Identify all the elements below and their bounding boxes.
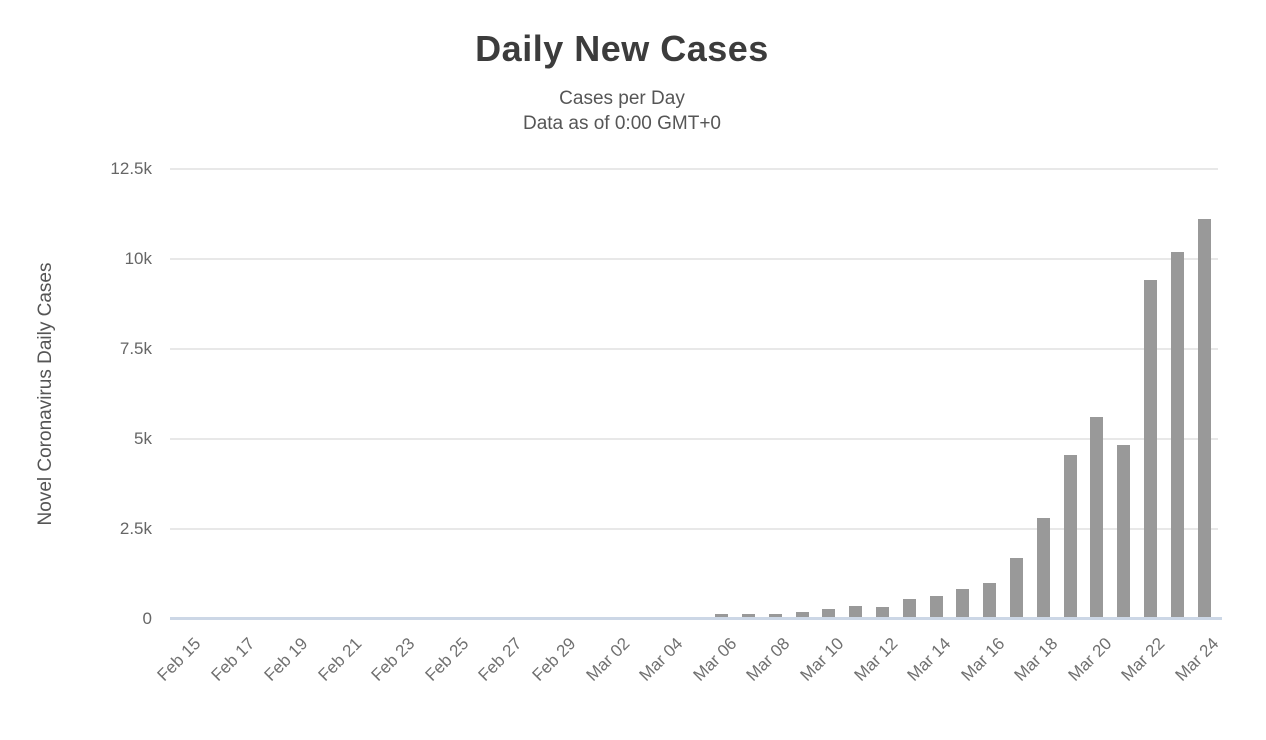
x-tick-label: Feb 21 — [314, 634, 366, 685]
x-axis-line — [170, 617, 1222, 620]
x-tick-label: Mar 24 — [1171, 634, 1223, 685]
x-tick-label: Feb 29 — [528, 634, 580, 685]
y-tick-label: 12.5k — [110, 159, 152, 178]
x-tick-label: Mar 14 — [903, 634, 955, 685]
bar-mar-13[interactable] — [902, 599, 916, 617]
bar-mar-06[interactable] — [715, 614, 729, 617]
bar-mar-08[interactable] — [768, 614, 782, 617]
x-tick-label: Mar 08 — [742, 634, 794, 685]
bar-mar-15[interactable] — [956, 589, 970, 617]
x-tick-label: Feb 27 — [475, 634, 526, 685]
bar-mar-16[interactable] — [983, 583, 997, 617]
x-tick-label: Mar 04 — [635, 634, 687, 685]
y-axis-title: Novel Coronavirus Daily Cases — [35, 262, 56, 526]
x-tick-label: Mar 10 — [796, 634, 848, 685]
y-tick-label: 5k — [134, 429, 152, 448]
bar-mar-19[interactable] — [1063, 455, 1077, 617]
bar-mar-12[interactable] — [876, 607, 890, 617]
y-tick-label: 2.5k — [119, 519, 152, 538]
bar-mar-07[interactable] — [742, 614, 756, 617]
chart-data-note: Data as of 0:00 GMT+0 — [522, 113, 721, 134]
x-tick-label: Mar 12 — [850, 634, 901, 685]
x-tick-label: Feb 25 — [421, 634, 473, 685]
x-tick-label: Mar 06 — [689, 634, 741, 685]
bar-mar-23[interactable] — [1170, 252, 1184, 617]
bar-mar-22[interactable] — [1143, 280, 1157, 617]
y-gridline — [170, 258, 1218, 260]
bar-mar-14[interactable] — [929, 596, 943, 617]
x-tick-label: Mar 16 — [957, 634, 1009, 685]
bar-mar-21[interactable] — [1117, 445, 1131, 617]
bar-mar-17[interactable] — [1009, 558, 1023, 617]
y-gridline — [170, 168, 1218, 170]
y-tick-label: 0 — [142, 609, 152, 628]
y-gridline — [170, 438, 1218, 440]
x-tick-label: Mar 22 — [1117, 634, 1169, 685]
x-tick-label: Mar 02 — [582, 634, 634, 685]
x-tick-label: Feb 17 — [207, 634, 259, 685]
y-gridline — [170, 348, 1218, 350]
bar-mar-11[interactable] — [849, 606, 863, 617]
bar-mar-10[interactable] — [822, 609, 836, 617]
y-gridline — [170, 528, 1218, 530]
bar-mar-18[interactable] — [1036, 518, 1050, 617]
x-tick-label: Mar 18 — [1010, 634, 1062, 685]
y-tick-label: 7.5k — [119, 339, 152, 358]
chart-title: Daily New Cases — [475, 28, 769, 69]
x-tick-label: Feb 19 — [260, 634, 312, 685]
bar-mar-20[interactable] — [1090, 417, 1104, 617]
x-tick-label: Mar 20 — [1064, 634, 1116, 685]
bar-mar-09[interactable] — [795, 612, 809, 617]
y-tick-label: 10k — [124, 249, 152, 268]
chart-subtitle: Cases per Day — [559, 88, 685, 109]
x-tick-label: Feb 23 — [367, 634, 419, 685]
x-tick-label: Feb 15 — [153, 634, 205, 685]
bar-mar-24[interactable] — [1197, 219, 1211, 617]
